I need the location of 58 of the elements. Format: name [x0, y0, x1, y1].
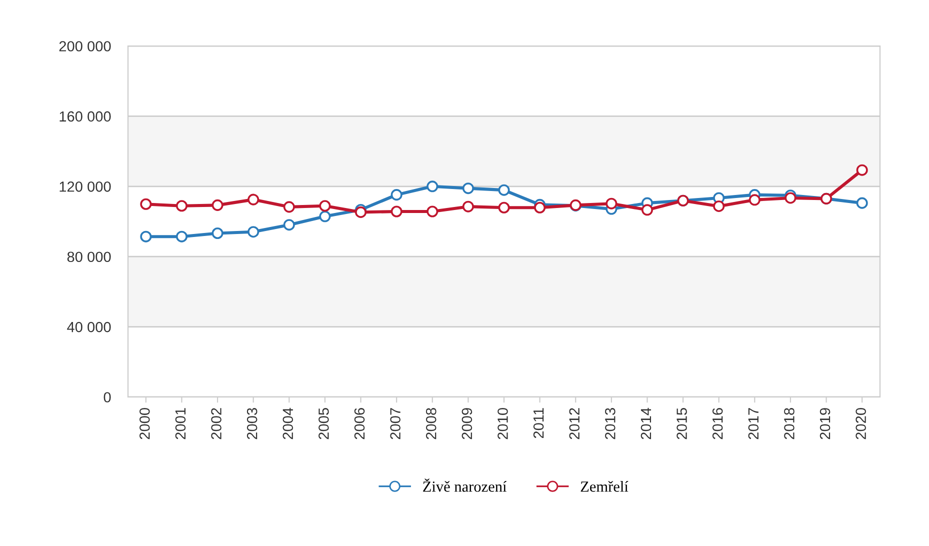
point	[534, 202, 546, 214]
x-tick-label: 2003	[246, 408, 258, 440]
y-tick-label: 80 000	[67, 252, 111, 262]
y-tick-label: 200 000	[59, 41, 111, 52]
x-tick-label: 2005	[318, 408, 329, 440]
point	[426, 206, 438, 218]
x-tick-label: 2014	[640, 408, 652, 440]
x-tick-label: 2006	[354, 408, 365, 440]
point	[248, 226, 260, 238]
point	[498, 184, 510, 196]
legend-label: Zemřelí	[580, 481, 628, 492]
point	[319, 200, 331, 212]
x-tick-label: 2009	[462, 408, 472, 440]
x-tick-label: 2013	[605, 408, 616, 440]
y-tick-label: 120 000	[60, 182, 111, 192]
x-tick-label: 2016	[712, 408, 723, 440]
point	[176, 200, 188, 212]
x-tick-label: 2020	[856, 408, 866, 440]
point	[212, 199, 224, 211]
point	[140, 198, 152, 210]
point	[856, 164, 868, 176]
point	[176, 230, 188, 242]
point	[319, 210, 331, 222]
point	[426, 180, 438, 192]
point	[498, 202, 510, 214]
x-tick-label: 2002	[211, 408, 222, 440]
x-tick-label: 2001	[175, 408, 186, 440]
x-tick-label: 2015	[676, 408, 687, 440]
point	[390, 206, 402, 218]
x-tick-label: 2007	[390, 408, 400, 440]
point	[390, 189, 402, 201]
x-tick-label: 2017	[748, 408, 759, 440]
point	[283, 219, 295, 231]
point	[354, 206, 367, 218]
point	[140, 230, 152, 242]
x-tick-label: 2019	[820, 408, 830, 440]
x-tick-label: 2011	[533, 408, 544, 438]
x-tick-label: 2018	[784, 408, 794, 440]
legend-label: Živě narození	[423, 478, 507, 492]
x-tick-label: 2012	[569, 408, 580, 440]
point	[248, 194, 260, 206]
point	[784, 192, 796, 204]
x-tick-label: 2008	[426, 408, 436, 440]
y-tick-label: 0	[104, 392, 111, 402]
point	[462, 200, 474, 212]
x-tick-label: 2010	[498, 408, 508, 440]
point	[462, 182, 474, 194]
point	[283, 201, 295, 213]
x-tick-label: 2004	[282, 408, 294, 440]
y-tick-label: 40 000	[67, 322, 111, 332]
x-tick-label: 2000	[139, 408, 150, 440]
point	[713, 200, 725, 212]
y-tick-label: 160 000	[60, 111, 111, 122]
point	[641, 204, 654, 216]
point	[212, 227, 224, 240]
point	[606, 198, 618, 210]
point	[856, 197, 868, 209]
point	[748, 194, 760, 206]
